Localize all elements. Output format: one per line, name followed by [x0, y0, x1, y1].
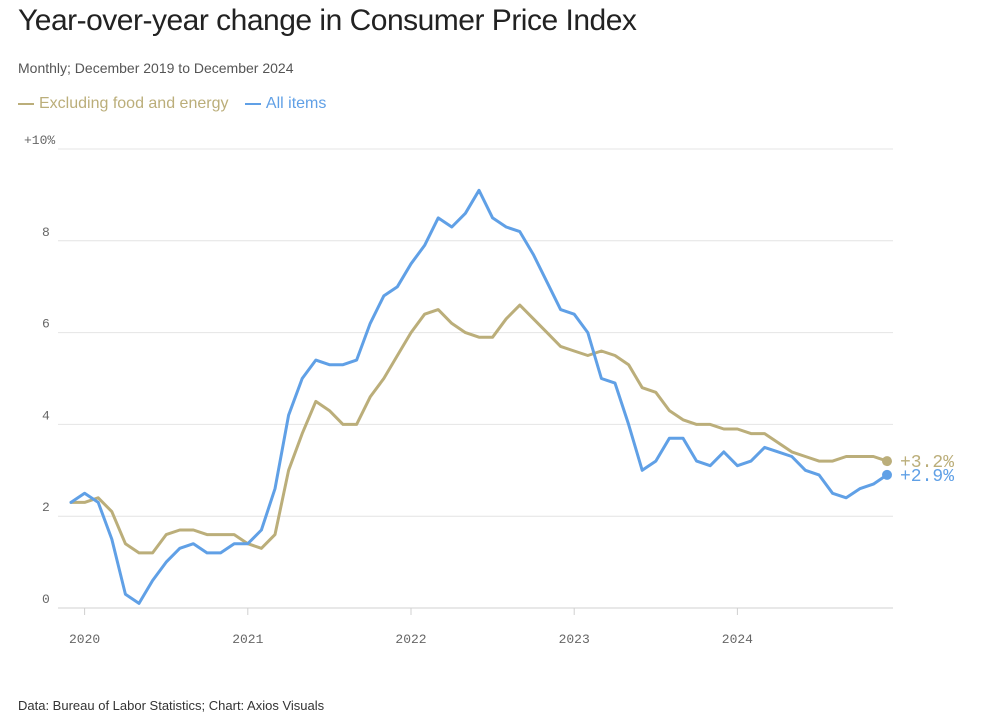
- y-tick-label: +10%: [24, 133, 55, 148]
- legend-swatch-all: [244, 103, 261, 105]
- x-tick-label: 2021: [232, 632, 263, 647]
- y-tick-label: 4: [42, 408, 50, 423]
- y-tick-label: 8: [42, 225, 50, 240]
- y-tick-label: 6: [42, 317, 50, 332]
- end-label-all: +2.9%: [900, 467, 954, 487]
- legend-label-core: Excluding food and energy: [39, 95, 229, 112]
- legend: Excluding food and energy All items: [18, 92, 338, 113]
- end-point-all: [882, 469, 892, 480]
- x-tick-label: 2024: [722, 632, 753, 647]
- legend-item-core: Excluding food and energy: [18, 95, 228, 113]
- x-tick-label: 2020: [69, 632, 100, 647]
- source-note: Data: Bureau of Labor Statistics; Chart:…: [18, 698, 325, 713]
- x-tick-label: 2022: [395, 632, 426, 647]
- series-line-all: [69, 188, 889, 605]
- series-line-core: [69, 303, 889, 555]
- chart-subtitle: Monthly; December 2019 to December 2024: [18, 60, 294, 76]
- y-tick-label: 0: [42, 592, 50, 607]
- legend-label-all: All items: [265, 95, 327, 112]
- x-tick-label: 2023: [559, 632, 590, 647]
- legend-swatch-core: [18, 103, 34, 105]
- chart-title: Year-over-year change in Consumer Price …: [18, 4, 637, 37]
- end-point-core: [882, 456, 892, 467]
- legend-item-all: All items: [244, 95, 327, 113]
- end-label-core: +3.2%: [900, 453, 954, 473]
- y-tick-label: 2: [42, 500, 50, 515]
